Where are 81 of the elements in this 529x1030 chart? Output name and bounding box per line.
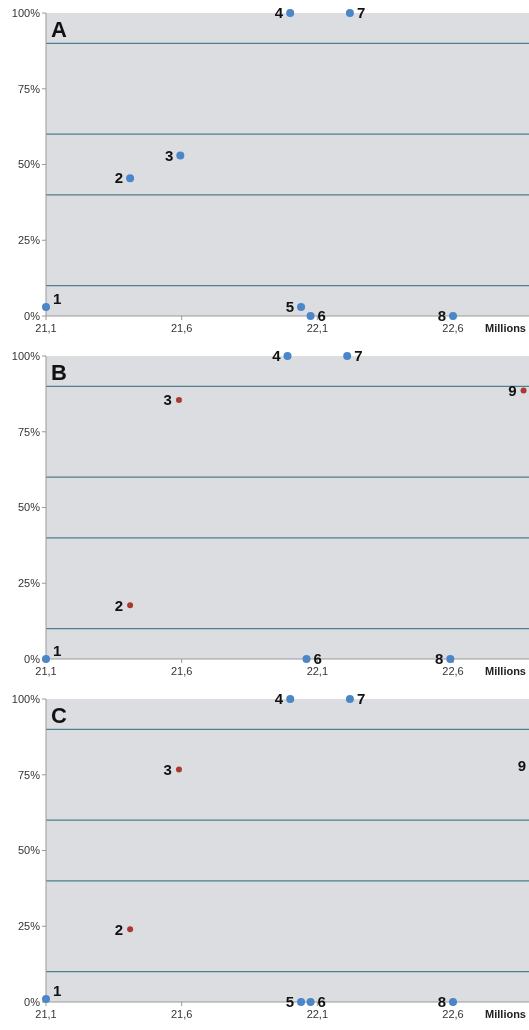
- x-axis-title: Millions: [485, 1008, 526, 1020]
- point: [175, 396, 182, 403]
- annotation: 1: [53, 290, 62, 308]
- annotation: 3: [164, 146, 174, 164]
- x-tick-label: 22,6: [442, 665, 464, 677]
- y-tick-label: 50%: [17, 501, 41, 514]
- y-tick-label: 50%: [17, 158, 41, 171]
- y-tick-label: 0%: [24, 652, 41, 665]
- point: [126, 174, 135, 183]
- point: [127, 602, 134, 609]
- point: [175, 766, 182, 773]
- annotation: 6: [313, 650, 322, 668]
- point: [286, 695, 295, 703]
- x-tick-label: 22,1: [306, 665, 329, 677]
- point: [306, 312, 315, 320]
- annotation: 8: [437, 307, 447, 325]
- chart-title: B: [51, 360, 67, 385]
- annotation: 8: [437, 993, 447, 1011]
- x-tick-label: 21,1: [35, 665, 57, 677]
- y-tick-label: 100%: [11, 349, 41, 362]
- x-axis-title: Millions: [485, 665, 526, 677]
- y-tick-label: 100%: [11, 6, 41, 19]
- point: [446, 655, 455, 663]
- point: [42, 302, 50, 311]
- annotation: 2: [114, 596, 124, 614]
- y-tick-label: 25%: [17, 577, 41, 590]
- annotation: 1: [53, 642, 62, 660]
- point: [297, 302, 306, 311]
- x-tick-label: 22,1: [306, 1008, 329, 1020]
- x-tick-label: 22,1: [306, 322, 329, 334]
- x-tick-label: 21,6: [170, 665, 193, 677]
- point: [449, 998, 458, 1006]
- point: [176, 151, 185, 160]
- point: [286, 9, 295, 17]
- y-tick-label: 25%: [17, 920, 41, 933]
- annotation: 8: [434, 650, 444, 668]
- y-tick-label: 75%: [17, 425, 41, 438]
- x-tick-label: 21,1: [35, 322, 57, 334]
- point: [520, 387, 527, 394]
- point: [297, 998, 306, 1006]
- point: [127, 926, 134, 933]
- annotation: 4: [272, 347, 282, 365]
- point: [283, 352, 292, 360]
- y-tick-label: 100%: [11, 692, 41, 705]
- annotation: 1: [53, 982, 62, 1000]
- x-tick-label: 21,6: [170, 322, 193, 334]
- annotation: 3: [163, 760, 172, 778]
- annotation: 9: [517, 756, 526, 774]
- point: [449, 312, 458, 320]
- annotation: 7: [356, 4, 366, 22]
- x-tick-label: 22,6: [442, 322, 464, 334]
- point: [345, 9, 354, 17]
- point: [302, 655, 311, 663]
- y-tick-label: 75%: [17, 82, 41, 95]
- point: [345, 695, 354, 703]
- annotation: 2: [114, 920, 124, 938]
- chart-title: A: [51, 17, 67, 42]
- y-tick-label: 75%: [17, 768, 41, 781]
- annotation: 4: [274, 4, 284, 22]
- annotation: 6: [317, 993, 326, 1011]
- y-tick-label: 0%: [24, 995, 41, 1008]
- annotation: 6: [317, 307, 326, 325]
- annotation: 9: [508, 381, 517, 399]
- annotation: 4: [274, 690, 284, 708]
- y-tick-label: 50%: [17, 844, 41, 857]
- annotation: 5: [285, 993, 295, 1011]
- annotation: 7: [356, 690, 366, 708]
- x-tick-label: 21,6: [170, 1008, 193, 1020]
- annotation: 7: [354, 347, 363, 365]
- annotation: 5: [285, 298, 295, 316]
- annotation: 2: [114, 169, 124, 187]
- point: [42, 994, 50, 1003]
- x-tick-label: 22,6: [442, 1008, 464, 1020]
- y-tick-label: 0%: [24, 309, 41, 322]
- point: [306, 998, 315, 1006]
- x-axis-title: Millions: [485, 322, 526, 334]
- x-tick-label: 21,1: [35, 1008, 57, 1020]
- chart-title: C: [51, 703, 67, 728]
- y-tick-label: 25%: [17, 234, 41, 247]
- annotation: 3: [163, 391, 172, 409]
- point: [343, 352, 352, 360]
